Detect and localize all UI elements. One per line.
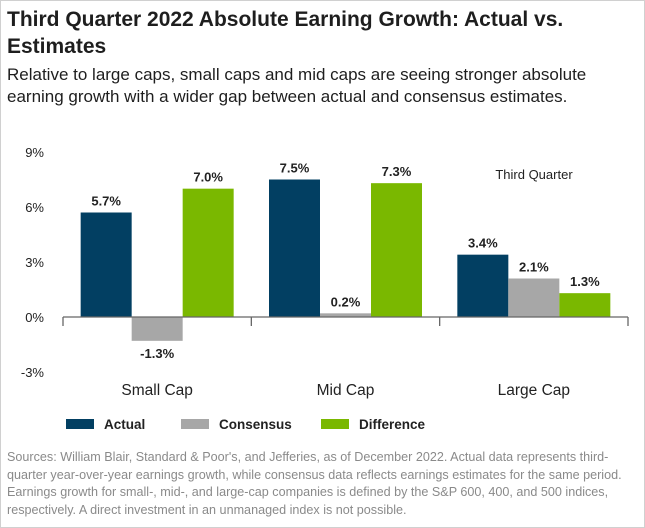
legend-label: Difference [359, 417, 426, 432]
x-tick-label: Large Cap [498, 382, 570, 399]
data-label: 3.4% [468, 236, 498, 251]
data-label: 5.7% [91, 194, 121, 209]
bar-actual [457, 254, 509, 317]
y-tick-label: -3% [21, 365, 45, 380]
bar-difference [371, 183, 422, 317]
bar-actual [269, 179, 320, 317]
x-tick-label: Small Cap [121, 382, 193, 399]
legend-swatch-difference [321, 419, 349, 429]
data-label: 1.3% [570, 274, 600, 289]
bar-actual [80, 212, 132, 317]
chart-annotation: Third Quarter [495, 167, 573, 182]
y-tick-label: 6% [25, 200, 44, 215]
bar-consensus [320, 313, 371, 317]
data-label: 7.5% [280, 161, 310, 176]
data-label: 2.1% [519, 260, 549, 275]
legend-label: Actual [104, 417, 145, 432]
legend-swatch-consensus [181, 419, 209, 429]
bar-difference [182, 188, 234, 317]
chart-title: Third Quarter 2022 Absolute Earning Grow… [7, 8, 564, 58]
data-label: 0.2% [331, 294, 361, 309]
chart-subtitle: Relative to large caps, small caps and m… [7, 65, 587, 106]
sources-note: Sources: William Blair, Standard & Poor'… [7, 450, 622, 517]
bar-consensus [131, 317, 183, 341]
y-tick-label: 9% [25, 145, 44, 160]
data-label: 7.3% [382, 164, 412, 179]
bar-consensus [508, 278, 560, 317]
legend-label: Consensus [219, 417, 292, 432]
data-label: -1.3% [140, 346, 174, 361]
data-label: 7.0% [193, 170, 223, 185]
y-tick-label: 0% [25, 310, 44, 325]
y-tick-label: 3% [25, 255, 44, 270]
bar-difference [559, 293, 611, 317]
legend-swatch-actual [66, 419, 94, 429]
x-tick-label: Mid Cap [317, 382, 375, 399]
